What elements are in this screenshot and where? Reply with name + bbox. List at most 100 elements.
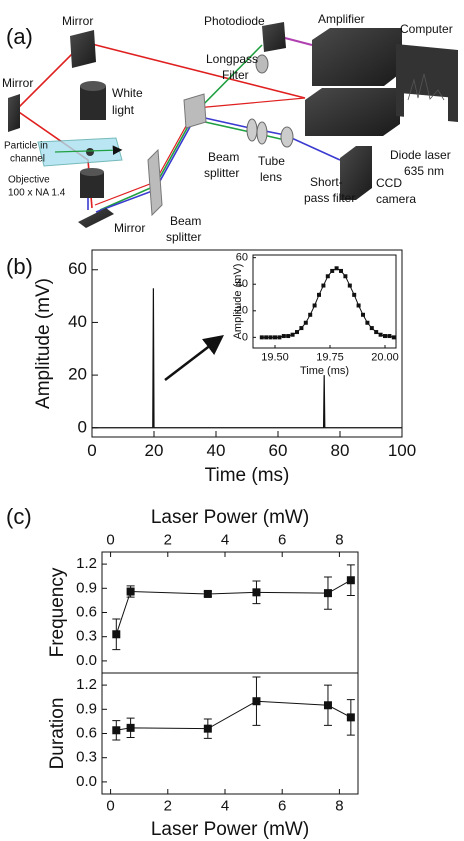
x-tick-label: 8 bbox=[335, 798, 343, 815]
x-tick-label: 0 bbox=[106, 532, 114, 549]
y-tick-label: 0.6 bbox=[76, 603, 97, 620]
marker bbox=[391, 335, 396, 340]
y-tick-label: 0.3 bbox=[76, 628, 97, 645]
diagram-label: channel bbox=[10, 154, 45, 165]
diagram-label: splitter bbox=[166, 230, 201, 244]
marker bbox=[346, 713, 355, 722]
diagram-label: Computer bbox=[400, 22, 453, 36]
y-tick-label: 0.0 bbox=[76, 652, 97, 669]
diagram-label: Amplifier bbox=[318, 12, 365, 26]
marker bbox=[343, 274, 348, 279]
optics bbox=[8, 22, 458, 228]
x-tick-label: 80 bbox=[331, 441, 350, 460]
marker bbox=[317, 292, 321, 297]
x-tick-label: 100 bbox=[388, 441, 416, 460]
y-tick-label: 0.9 bbox=[76, 579, 97, 596]
y-axis-label: Amplitude (mV) bbox=[33, 278, 54, 409]
y-tick-label: 0.3 bbox=[76, 749, 97, 766]
x-tick-label: 8 bbox=[335, 532, 343, 549]
marker bbox=[325, 274, 330, 279]
x-tick-label: 20.00 bbox=[371, 351, 399, 363]
diagram-label: Mirror bbox=[2, 76, 33, 90]
marker bbox=[374, 330, 379, 335]
diagram-label: Mirror bbox=[114, 221, 145, 235]
y-tick-label: 1.2 bbox=[76, 676, 97, 693]
marker bbox=[361, 312, 365, 317]
y-tick-label: 20 bbox=[236, 305, 248, 317]
marker bbox=[203, 589, 212, 598]
data-line bbox=[92, 288, 402, 429]
diagram-label: White bbox=[112, 86, 143, 100]
diagram-label: Tube bbox=[258, 154, 285, 168]
x-tick-label: 40 bbox=[207, 441, 226, 460]
diagram-label: Particle in bbox=[4, 141, 48, 152]
y-axis-label: Duration bbox=[47, 698, 68, 770]
marker bbox=[252, 588, 261, 597]
marker bbox=[339, 268, 343, 273]
arrow bbox=[164, 334, 224, 381]
marker bbox=[323, 701, 332, 710]
marker bbox=[334, 266, 339, 271]
y-tick-label: 0.0 bbox=[76, 773, 97, 790]
x-axis-label: Laser Power (mW) bbox=[151, 507, 309, 528]
marker bbox=[365, 320, 370, 325]
marker bbox=[321, 283, 326, 288]
diagram-label: Objective bbox=[8, 175, 50, 186]
panel-label: (b) bbox=[6, 254, 33, 279]
plot-frame bbox=[252, 254, 397, 349]
plot-frame bbox=[101, 672, 359, 795]
marker bbox=[126, 587, 135, 596]
marker bbox=[273, 335, 277, 340]
x-axis-label: Time (ms) bbox=[300, 365, 349, 377]
marker bbox=[299, 326, 304, 331]
marker bbox=[252, 697, 261, 706]
marker bbox=[295, 330, 299, 335]
y-tick-label: 40 bbox=[68, 312, 87, 331]
diagram-label: Beam bbox=[170, 214, 201, 228]
x-tick-label: 0 bbox=[87, 441, 96, 460]
marker bbox=[259, 335, 264, 340]
data-line bbox=[115, 579, 352, 635]
marker bbox=[346, 576, 355, 585]
marker bbox=[330, 268, 335, 273]
y-tick-label: 1.2 bbox=[76, 555, 97, 572]
diagram-label: camera bbox=[376, 192, 416, 206]
marker bbox=[356, 303, 361, 308]
diagram-label: 635 nm bbox=[404, 164, 444, 178]
diagram-label: light bbox=[112, 103, 135, 117]
diagram-label: Short- bbox=[310, 175, 343, 189]
diagram-label: Filter bbox=[222, 68, 249, 82]
x-tick-label: 60 bbox=[269, 441, 288, 460]
diagram-label: Mirror bbox=[62, 14, 93, 28]
marker bbox=[323, 589, 332, 598]
marker bbox=[112, 726, 121, 735]
y-axis-label: Amplitude (mV) bbox=[232, 264, 244, 340]
marker bbox=[387, 334, 392, 339]
x-axis-label: Laser Power (mW) bbox=[151, 819, 309, 840]
y-tick-label: 60 bbox=[68, 259, 87, 278]
x-tick-label: 19.75 bbox=[316, 351, 344, 363]
marker bbox=[203, 724, 212, 733]
y-tick-label: 0 bbox=[242, 331, 248, 343]
x-tick-label: 20 bbox=[145, 441, 164, 460]
marker bbox=[352, 292, 357, 297]
diagram-label: pass filter bbox=[304, 191, 355, 205]
marker bbox=[112, 630, 121, 639]
y-tick-label: 0 bbox=[78, 417, 87, 436]
marker bbox=[383, 334, 387, 339]
x-tick-label: 2 bbox=[164, 532, 172, 549]
diagram-label: Photodiode bbox=[204, 14, 265, 28]
y-tick-label: 60 bbox=[236, 252, 248, 264]
x-tick-label: 4 bbox=[221, 532, 229, 549]
y-tick-label: 0.6 bbox=[76, 724, 97, 741]
data-line bbox=[116, 700, 352, 731]
marker bbox=[347, 283, 352, 288]
x-axis-label: Time (ms) bbox=[205, 465, 290, 486]
diagram-label: lens bbox=[260, 170, 282, 184]
plot-frame bbox=[91, 249, 403, 438]
marker bbox=[378, 332, 383, 337]
marker bbox=[312, 303, 317, 308]
panel-label: (a) bbox=[6, 24, 33, 49]
marker bbox=[308, 312, 313, 317]
x-tick-label: 19.50 bbox=[261, 351, 289, 363]
